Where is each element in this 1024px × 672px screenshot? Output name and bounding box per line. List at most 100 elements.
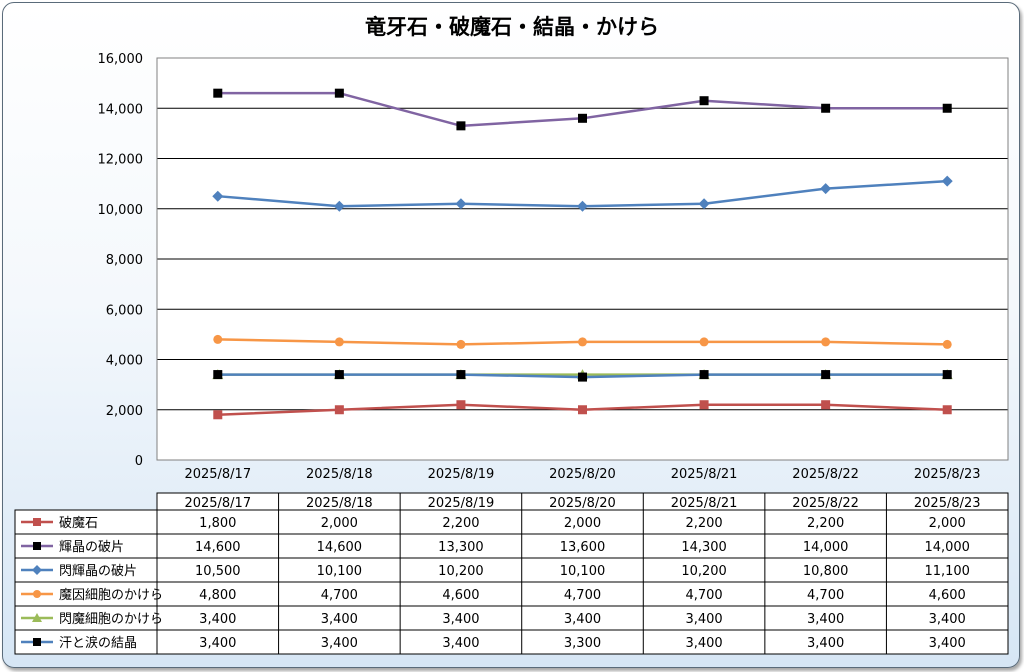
data-point	[456, 370, 466, 380]
data-point	[213, 410, 223, 420]
table-cell: 1,800	[199, 516, 236, 531]
x-tick-label: 2025/8/17	[184, 467, 251, 482]
table-cell: 3,400	[685, 612, 722, 627]
table-cell: 10,100	[317, 564, 363, 579]
table-cell: 10,200	[681, 564, 727, 579]
y-tick-label: 8,000	[106, 253, 143, 268]
data-point	[699, 337, 709, 347]
data-point	[942, 370, 952, 380]
data-point	[334, 370, 344, 380]
table-cell: 2,200	[685, 516, 722, 531]
data-point	[213, 370, 223, 380]
table-cell: 3,400	[199, 636, 236, 651]
table-header-cell: 2025/8/21	[671, 496, 738, 511]
table-cell: 10,200	[438, 564, 484, 579]
data-point	[821, 337, 831, 347]
table-cell: 13,600	[560, 540, 606, 555]
table-cell: 3,300	[564, 636, 601, 651]
x-tick-label: 2025/8/19	[428, 467, 495, 482]
data-point	[33, 590, 41, 598]
plot-border	[156, 57, 1009, 461]
table-cell: 3,400	[321, 612, 358, 627]
data-point	[698, 198, 710, 210]
table-cell: 4,700	[685, 588, 722, 603]
data-point	[456, 121, 466, 131]
data-point	[334, 88, 344, 98]
legend-label: 魔因細胞のかけら	[59, 588, 163, 603]
data-point	[333, 200, 345, 212]
data-point	[334, 337, 344, 347]
data-point	[578, 405, 587, 415]
y-tick-label: 16,000	[98, 52, 144, 67]
x-tick-label: 2025/8/18	[306, 467, 373, 482]
table-cell: 14,000	[924, 540, 970, 555]
table-cell: 2,000	[564, 516, 601, 531]
x-tick-label: 2025/8/23	[914, 467, 981, 482]
data-point	[699, 400, 709, 410]
table-cell: 4,700	[807, 588, 844, 603]
x-tick-label: 2025/8/21	[671, 467, 738, 482]
table-header-cell: 2025/8/18	[306, 496, 373, 511]
data-point	[455, 198, 467, 210]
data-point	[941, 175, 953, 187]
data-point	[456, 400, 466, 410]
legend-label: 破魔石	[59, 516, 98, 531]
table-cell: 14,600	[195, 540, 241, 555]
chart-title: 竜牙石・破魔石・結晶・かけら	[365, 15, 659, 39]
data-point	[33, 638, 41, 646]
legend-label: 閃魔細胞のかけら	[59, 612, 163, 627]
data-point	[821, 400, 831, 410]
data-point	[456, 339, 466, 349]
data-point	[578, 113, 587, 123]
table-cell: 2,200	[442, 516, 479, 531]
data-point	[942, 339, 952, 349]
legend-label: 閃輝晶の破片	[59, 564, 137, 579]
table-header-cell: 2025/8/20	[549, 496, 616, 511]
table-cell: 4,700	[321, 588, 358, 603]
table-cell: 4,600	[929, 588, 966, 603]
data-point	[820, 183, 832, 195]
x-tick-label: 2025/8/22	[792, 467, 859, 482]
table-cell: 3,400	[807, 636, 844, 651]
y-tick-label: 12,000	[98, 153, 144, 168]
table-cell: 3,400	[929, 636, 966, 651]
table-cell: 3,400	[685, 636, 722, 651]
table-cell: 4,700	[564, 588, 601, 603]
y-tick-label: 0	[135, 454, 143, 469]
table-cell: 10,800	[803, 564, 849, 579]
table-header-cell: 2025/8/23	[914, 496, 981, 511]
table-cell: 3,400	[321, 636, 358, 651]
data-point	[942, 103, 952, 113]
table-cell: 3,400	[199, 612, 236, 627]
data-point	[33, 518, 41, 526]
table-cell: 4,600	[442, 588, 479, 603]
data-point	[699, 96, 709, 106]
data-point	[212, 190, 224, 202]
data-point	[699, 370, 709, 380]
table-header-cell: 2025/8/22	[792, 496, 859, 511]
table-cell: 3,400	[442, 636, 479, 651]
legend-label: 輝晶の破片	[59, 540, 124, 555]
table-cell: 2,000	[321, 516, 358, 531]
data-point	[578, 337, 587, 347]
data-point	[32, 613, 42, 622]
table-cell: 3,400	[442, 612, 479, 627]
table-cell: 3,400	[929, 612, 966, 627]
y-tick-label: 6,000	[106, 303, 143, 318]
y-tick-label: 14,000	[98, 102, 144, 117]
y-tick-label: 4,000	[106, 354, 143, 369]
legend-label: 汗と涙の結晶	[59, 635, 137, 651]
table-cell: 10,100	[560, 564, 606, 579]
table-cell: 13,300	[438, 540, 484, 555]
y-tick-label: 10,000	[98, 203, 144, 218]
table-cell: 11,100	[924, 564, 970, 579]
data-point	[942, 405, 952, 415]
x-tick-label: 2025/8/20	[549, 467, 616, 482]
data-point	[32, 565, 42, 575]
table-cell: 2,000	[929, 516, 966, 531]
table-cell: 10,500	[195, 564, 241, 579]
data-point	[821, 103, 831, 113]
table-cell: 14,300	[681, 540, 727, 555]
table-cell: 2,200	[807, 516, 844, 531]
